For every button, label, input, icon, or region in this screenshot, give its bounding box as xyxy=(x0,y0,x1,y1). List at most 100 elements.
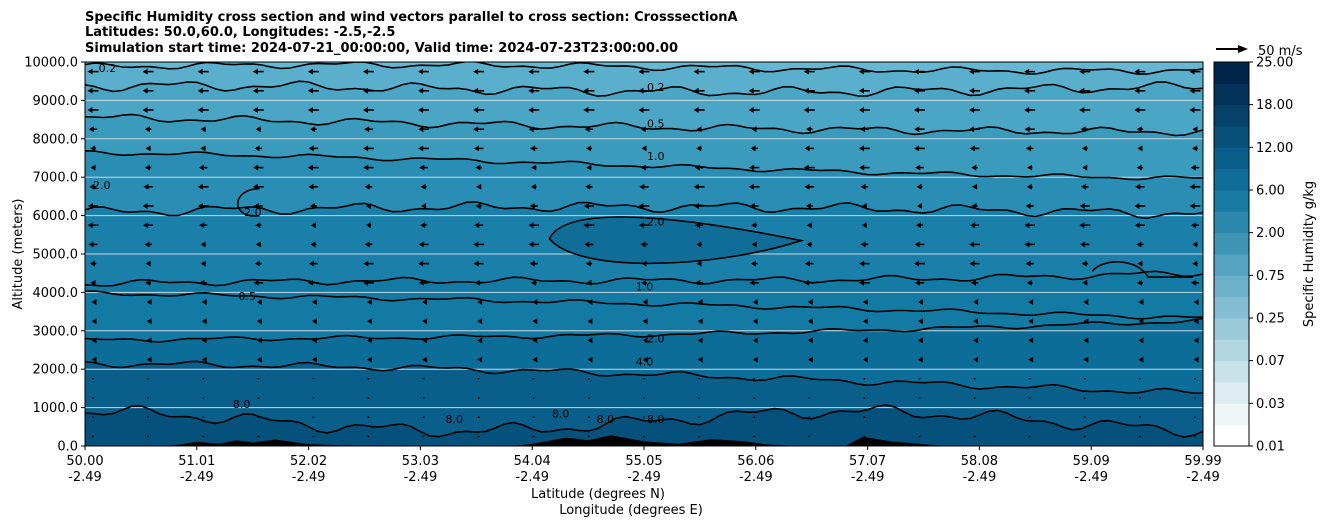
wind-vector-91 xyxy=(473,145,484,152)
wind-vector-head xyxy=(695,279,701,286)
wind-vector-49 xyxy=(473,107,485,113)
wind-vector-head xyxy=(311,299,317,305)
wind-vector-230 xyxy=(1192,260,1198,267)
wind-vector-head xyxy=(1134,87,1140,94)
wind-vector-head xyxy=(1025,203,1031,209)
wind-vector-head xyxy=(89,183,95,190)
wind-vector-head xyxy=(473,145,479,152)
wind-vector-head xyxy=(145,145,151,152)
wind-vector-head xyxy=(1193,318,1199,325)
wind-vector-head xyxy=(641,260,647,267)
wind-vector-192 xyxy=(255,241,261,248)
wind-vector-head xyxy=(532,318,538,325)
wind-vector-110 xyxy=(363,164,374,171)
wind-vector-head xyxy=(528,107,534,113)
wind-vector-head xyxy=(420,222,426,229)
wind-vector-140 xyxy=(860,183,869,190)
wind-vector-99 xyxy=(914,145,925,152)
wind-vector-head xyxy=(532,337,538,344)
wind-vector-head xyxy=(862,299,868,305)
wind-vector-head xyxy=(201,337,207,344)
wind-vector-head xyxy=(583,107,589,113)
wind-vector-head xyxy=(697,356,703,363)
wind-vector-157 xyxy=(638,203,650,209)
contour-label-9: 2.0 xyxy=(93,179,111,192)
wind-vector-255 xyxy=(256,299,262,305)
wind-vector-head xyxy=(1193,356,1199,363)
wind-vector-head xyxy=(914,241,920,248)
contour-8.0 xyxy=(85,404,1203,438)
wind-vector-288 xyxy=(918,318,923,325)
wind-vector-399 xyxy=(92,435,94,438)
x-tick-label-lat: 50.00 xyxy=(66,454,103,469)
wind-vector-111 xyxy=(419,164,428,171)
wind-vector-head xyxy=(200,126,206,133)
wind-vector-211 xyxy=(145,260,151,267)
wind-vector-head xyxy=(697,299,703,305)
colorbar-swatch xyxy=(1214,296,1249,319)
wind-vector-341 xyxy=(367,377,370,380)
wind-vector-head xyxy=(1026,183,1032,190)
wind-vector-head xyxy=(91,356,97,363)
colorbar-swatch xyxy=(1214,360,1249,383)
wind-vector-14 xyxy=(858,68,870,75)
contour-0.5-lower xyxy=(85,290,1203,320)
wind-vector-head xyxy=(807,299,813,305)
wind-vector-head xyxy=(1083,337,1089,344)
wind-vector-head xyxy=(1081,145,1087,152)
wind-vector-404 xyxy=(367,435,370,438)
contour-4.0 xyxy=(85,360,1203,394)
wind-vector-386 xyxy=(532,416,535,419)
wind-vector-232 xyxy=(145,279,151,286)
wind-vector-220 xyxy=(641,260,647,267)
wind-vector-264 xyxy=(752,299,758,305)
wind-vector-head xyxy=(1028,318,1034,325)
wind-vector-head xyxy=(475,164,481,171)
wind-vector-109 xyxy=(307,164,319,171)
wind-vector-10 xyxy=(638,68,650,75)
wind-vector-7 xyxy=(473,68,485,75)
wind-vector-head xyxy=(307,68,313,75)
wind-vector-head xyxy=(639,222,645,229)
wind-vector-head xyxy=(748,68,754,75)
wind-vector-head xyxy=(1137,279,1143,286)
wind-vector-head xyxy=(252,183,258,190)
wind-vector-357 xyxy=(92,397,94,399)
colorbar-swatch xyxy=(1214,254,1249,276)
wind-vector-head xyxy=(806,222,812,229)
wind-vector-head xyxy=(197,183,203,190)
wind-vector-head xyxy=(861,222,867,229)
wind-vector-240 xyxy=(586,279,592,286)
wind-vector-head xyxy=(310,241,316,248)
wind-vector-head xyxy=(696,260,702,267)
wind-vector-405 xyxy=(422,435,425,438)
wind-vector-head xyxy=(528,87,534,94)
wind-vector-head xyxy=(475,203,481,209)
wind-vector-4 xyxy=(307,68,319,75)
wind-vector-head xyxy=(1137,260,1143,267)
wind-vector-head xyxy=(803,87,809,94)
colorbar-tick-label: 0.03 xyxy=(1256,397,1285,412)
x-tick-label-lon: -2.49 xyxy=(515,470,549,485)
wind-vector-227 xyxy=(1025,260,1034,267)
wind-vectors xyxy=(87,68,1201,438)
x-tick-label-lat: 54.04 xyxy=(514,454,551,469)
wind-vector-330 xyxy=(918,356,923,363)
wind-vector-head xyxy=(640,241,646,248)
wind-vector-329 xyxy=(862,356,868,363)
wind-vector-head xyxy=(1191,222,1197,229)
wind-vector-186 xyxy=(1079,222,1091,229)
contour-label-7: 8.0 xyxy=(647,413,665,426)
wind-vector-286 xyxy=(807,318,813,325)
wind-vector-head xyxy=(1079,107,1085,113)
wind-vector-head xyxy=(252,87,258,94)
wind-vector-head xyxy=(586,164,592,171)
wind-vector-13 xyxy=(803,68,815,75)
y-tick-label: 7000.0 xyxy=(33,171,79,186)
wind-vector-210 xyxy=(89,260,97,267)
wind-vector-head xyxy=(804,145,810,152)
wind-vector-261 xyxy=(587,299,593,305)
wind-vector-312 xyxy=(1083,337,1089,344)
x-tick-label-lat: 56.06 xyxy=(737,454,774,469)
wind-vector-334 xyxy=(1138,356,1144,363)
